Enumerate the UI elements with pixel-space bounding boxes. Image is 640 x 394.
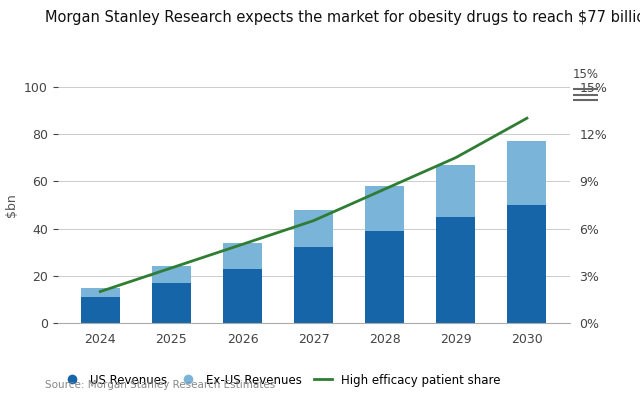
Bar [152, 283, 191, 323]
Bar [294, 210, 333, 247]
Bar [436, 165, 476, 217]
Bar [294, 247, 333, 323]
Bar [365, 186, 404, 231]
Legend: US Revenues, Ex-US Revenues, High efficacy patient share: US Revenues, Ex-US Revenues, High effica… [58, 369, 506, 392]
Bar [508, 205, 547, 323]
Bar [365, 231, 404, 323]
Y-axis label: $bn: $bn [6, 193, 19, 217]
Bar [436, 217, 476, 323]
Bar [508, 141, 547, 205]
Text: Morgan Stanley Research expects the market for obesity drugs to reach $77 billio: Morgan Stanley Research expects the mark… [45, 10, 640, 25]
Bar [223, 269, 262, 323]
Text: Source: Morgan Stanley Research Estimates: Source: Morgan Stanley Research Estimate… [45, 380, 275, 390]
Text: 15%: 15% [573, 68, 599, 81]
Bar [152, 266, 191, 283]
Bar [81, 288, 120, 297]
Bar [223, 243, 262, 269]
Bar [81, 297, 120, 323]
